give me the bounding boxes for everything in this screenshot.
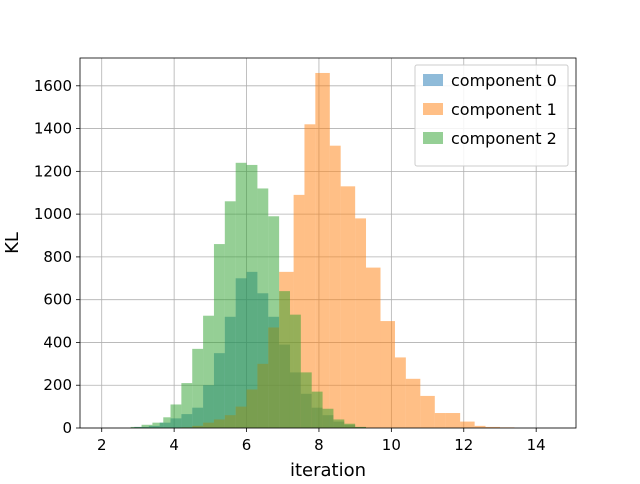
histogram-bar: [355, 426, 367, 428]
histogram-bar: [355, 218, 367, 428]
legend-box: [414, 64, 569, 167]
histogram-bar: [420, 395, 435, 428]
histogram-bar: [213, 244, 225, 428]
histogram-bar: [203, 315, 214, 428]
histogram-bar: [268, 216, 280, 428]
legend-label: component 0: [451, 71, 557, 90]
histogram-bar: [130, 426, 142, 428]
histogram-bar: [311, 391, 323, 428]
histogram-bar: [344, 423, 356, 428]
y-tick-label: 1200: [34, 162, 72, 180]
histogram-bar: [329, 145, 341, 428]
legend: component 0 component 1 component 2: [414, 64, 569, 167]
x-tick-label: 6: [242, 436, 252, 454]
x-tick-label: 8: [314, 436, 324, 454]
legend-swatch: [423, 74, 443, 86]
histogram-bar: [460, 421, 475, 428]
histogram-bar: [181, 383, 193, 428]
histogram-bar: [315, 72, 330, 428]
legend-swatch: [423, 103, 443, 115]
legend-label: component 1: [451, 100, 557, 119]
histogram-bar: [293, 194, 305, 428]
axis-ticks: 2 4 6 8 10 12 14 0 200 400 600 800 1000 1200 1400 1600: [34, 77, 546, 454]
series-component-2: [130, 162, 367, 429]
histogram-bars: [130, 72, 515, 429]
histogram-bar: [235, 162, 247, 429]
histogram-bar: [405, 378, 421, 428]
histogram-bar: [445, 413, 461, 428]
histogram-bar: [474, 425, 486, 428]
histogram-bar: [246, 164, 258, 429]
histogram-bar: [322, 408, 334, 428]
y-tick-label: 1600: [34, 77, 72, 95]
histogram-bar: [152, 422, 164, 428]
histogram-bar: [170, 404, 182, 428]
y-tick-label: 200: [43, 376, 72, 394]
histogram-bar: [394, 357, 406, 428]
y-axis-label: KL: [2, 232, 23, 254]
histogram-bar: [141, 424, 153, 428]
x-axis-label: iteration: [290, 460, 366, 480]
x-tick-label: 2: [97, 436, 107, 454]
histogram-bar: [224, 201, 236, 428]
histogram-bar: [485, 426, 500, 428]
y-tick-label: 400: [43, 333, 72, 351]
legend-swatch: [423, 132, 443, 144]
histogram-bar: [434, 413, 446, 428]
y-tick-label: 1400: [34, 120, 72, 138]
histogram-bar: [300, 372, 312, 428]
x-tick-label: 12: [454, 436, 473, 454]
histogram-bar: [366, 267, 381, 428]
histogram-bar: [163, 417, 171, 428]
histogram-bar: [304, 124, 316, 429]
histogram-bar: [257, 188, 269, 428]
x-tick-label: 14: [527, 436, 546, 454]
histogram-bar: [289, 314, 301, 428]
y-tick-label: 800: [43, 248, 72, 266]
y-tick-label: 0: [62, 419, 72, 437]
y-tick-label: 600: [43, 291, 72, 309]
x-tick-label: 4: [169, 436, 179, 454]
histogram-bar: [380, 321, 395, 428]
legend-label: component 2: [451, 129, 557, 148]
histogram-bar: [333, 419, 345, 428]
plot-frame: [79, 57, 577, 429]
histogram-bar: [279, 291, 290, 428]
x-tick-label: 10: [382, 436, 401, 454]
y-tick-label: 1000: [34, 205, 72, 223]
histogram-bar: [340, 186, 356, 428]
histogram-bar: [192, 348, 204, 428]
